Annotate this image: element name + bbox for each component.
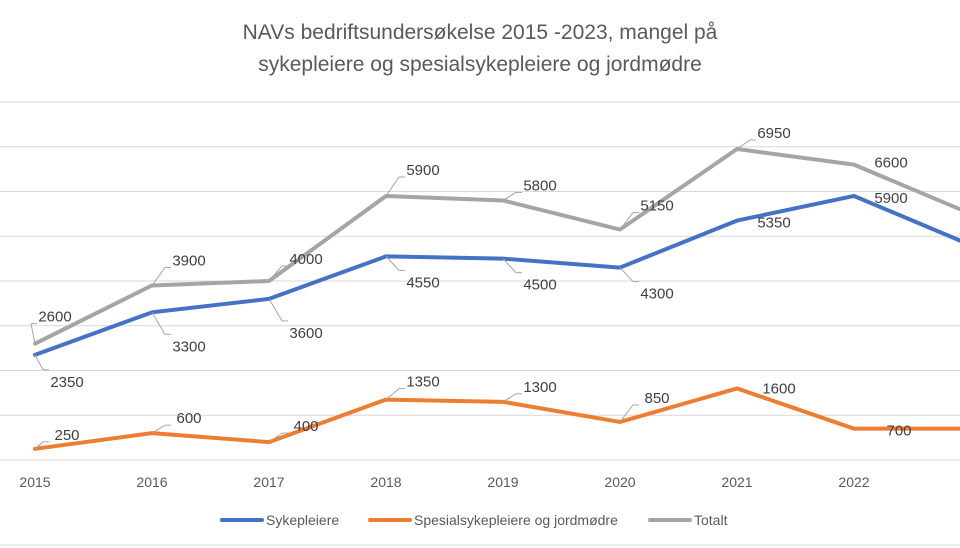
data-label: 5900 xyxy=(406,162,439,179)
x-tick-label: 2020 xyxy=(604,474,635,490)
label-leader-line xyxy=(619,267,634,282)
data-label: 4500 xyxy=(523,277,556,294)
label-leader-line xyxy=(385,388,400,400)
data-label: 5800 xyxy=(523,177,556,194)
label-leader-line xyxy=(385,176,400,197)
label-leader-line xyxy=(268,298,283,322)
legend-label: Sykepleiere xyxy=(266,512,339,528)
x-tick-label: 2018 xyxy=(370,474,401,490)
chart-title-line-2: sykepleiere og spesialsykepleiere og jor… xyxy=(258,53,702,76)
data-label: 4000 xyxy=(289,251,322,268)
data-label: 600 xyxy=(176,410,201,427)
data-label: 4300 xyxy=(640,286,673,303)
x-axis-ticks: 201520162017201820192020202120222 xyxy=(19,474,869,490)
data-label: 1600 xyxy=(762,380,795,397)
data-label: 700 xyxy=(886,423,911,440)
x-tick-label: 2019 xyxy=(487,474,518,490)
label-leader-line xyxy=(502,393,517,403)
data-label: 3600 xyxy=(289,325,322,342)
label-leader-line xyxy=(502,258,517,273)
label-leader-line xyxy=(151,424,166,434)
label-leader-line xyxy=(619,212,634,230)
legend: Sykepleiere Spesialsykepleiere og jordmød… xyxy=(220,512,728,528)
data-label: 3300 xyxy=(172,338,205,355)
legend-label: Spesialsykepleiere og jordmødre xyxy=(414,512,618,528)
label-leader-line xyxy=(34,354,44,371)
x-tick-label: 2017 xyxy=(253,474,284,490)
label-leader-line xyxy=(268,432,283,443)
label-leader-line xyxy=(619,404,634,423)
label-leader-line xyxy=(502,192,517,201)
data-label: 5350 xyxy=(757,215,790,232)
data-labels: 2350 3300 3600 4550 4500 4300 5350 5900 250 600 40… xyxy=(30,125,912,450)
label-leader-line xyxy=(268,265,283,282)
gridlines xyxy=(0,101,960,461)
legend-label: Totalt xyxy=(694,512,728,528)
data-label: 6950 xyxy=(757,125,790,142)
data-label: 400 xyxy=(293,418,318,435)
series-line-spesialsykepleiere-og-jordm-dre xyxy=(33,386,960,451)
label-leader-line xyxy=(151,267,166,286)
data-label: 5900 xyxy=(874,190,907,207)
series-line-sykepleiere xyxy=(33,193,960,357)
data-label: 6600 xyxy=(874,155,907,172)
data-label: 1300 xyxy=(523,379,556,396)
label-leader-line xyxy=(736,139,751,150)
label-leader-line xyxy=(151,312,166,335)
x-tick-label: 2022 xyxy=(838,474,869,490)
data-label: 2600 xyxy=(38,309,71,326)
label-leader-line xyxy=(385,256,400,271)
label-leader-line xyxy=(34,441,44,450)
series-line-totalt xyxy=(33,146,960,346)
label-leader-line xyxy=(30,323,36,344)
data-label: 2350 xyxy=(50,374,83,391)
data-label: 4550 xyxy=(406,274,439,291)
x-tick-label: 2021 xyxy=(721,474,752,490)
data-label: 5150 xyxy=(640,198,673,215)
data-label: 3900 xyxy=(172,252,205,269)
chart-title-line-1: NAVs bedriftsundersøkelse 2015 -2023, ma… xyxy=(243,21,718,44)
data-label: 250 xyxy=(54,427,79,444)
x-tick-label: 2016 xyxy=(136,474,167,490)
x-tick-label: 2015 xyxy=(19,474,50,490)
series-lines xyxy=(33,146,960,451)
data-label: 850 xyxy=(644,390,669,407)
data-label: 1350 xyxy=(406,374,439,391)
